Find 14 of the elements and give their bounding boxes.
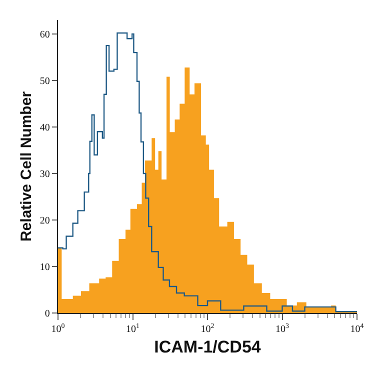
y-tick-label: 50	[40, 76, 50, 87]
x-tick-label: 10$^{1}$	[126, 322, 140, 336]
y-tick-label: 0	[44, 308, 50, 320]
x-axis-title: ICAM-1/CD54	[154, 338, 262, 356]
y-tick-label: 60	[40, 29, 50, 40]
x-tick-label: 10$^{0}$	[51, 322, 66, 336]
y-tick-label: 30	[40, 168, 50, 180]
y-tick-label: 40	[40, 122, 50, 134]
x-tick-label: 10$^{2}$	[200, 322, 215, 336]
x-tick-label: 10$^{4}$	[350, 322, 364, 336]
y-tick-label: 10	[40, 262, 50, 273]
y-tick-label: 20	[40, 215, 50, 226]
x-tick-label: 10$^{3}$	[276, 322, 290, 336]
y-axis-title: Relative Cell Number	[18, 91, 36, 242]
